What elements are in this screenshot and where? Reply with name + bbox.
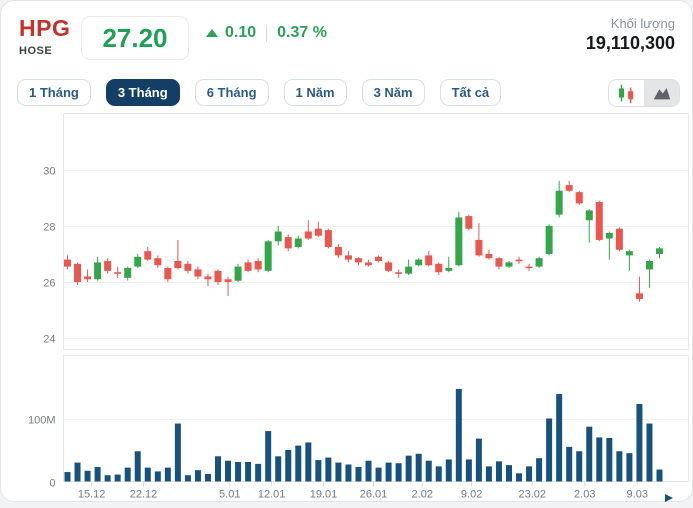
svg-text:9.02: 9.02 [461,489,482,501]
svg-text:2.03: 2.03 [574,489,595,501]
exchange-label: HOSE [19,45,52,57]
svg-text:2.02: 2.02 [412,489,433,501]
volume-block: Khối lượng 19,110,300 [586,16,675,54]
chart-type-area-button[interactable] [644,80,679,106]
chart-type-candlestick-button[interactable] [609,80,644,106]
range-tabs: 1 Tháng 3 Tháng 6 Tháng 1 Năm 3 Năm Tất cả [17,79,501,106]
svg-text:12.01: 12.01 [258,489,286,501]
candlestick-plot [64,181,663,302]
change-divider [266,25,267,42]
volume-value: 19,110,300 [586,33,675,54]
range-tab-1[interactable]: 1 Tháng [17,79,91,106]
current-price: 27.20 [102,23,167,54]
area-chart-icon [651,82,673,104]
range-tab-2[interactable]: 3 Tháng [106,79,180,106]
price-change-row: 0.10 0.37 % [206,22,327,44]
svg-text:28: 28 [43,222,55,234]
svg-text:5.01: 5.01 [219,489,240,501]
volume-plot [65,389,663,482]
range-tab-5[interactable]: 3 Năm [362,79,425,106]
up-arrow-icon [206,29,218,37]
scroll-right-indicator[interactable] [665,494,673,502]
stock-chart-svg: 24 26 28 30 0 100M 15.12 22.12 5.01 12.01 19.01 26.… [1,106,693,503]
chart-type-toggle [608,79,680,107]
svg-text:26.01: 26.01 [360,489,388,501]
range-tab-4[interactable]: 1 Năm [284,79,347,106]
svg-text:15.12: 15.12 [78,489,106,501]
ticker-symbol: HPG [19,15,70,42]
svg-text:100M: 100M [28,415,56,427]
svg-text:26: 26 [43,278,55,290]
svg-text:23.02: 23.02 [518,489,546,501]
volume-panel-border [64,356,689,482]
svg-text:19.01: 19.01 [310,489,338,501]
chart-gridlines [64,114,689,487]
current-price-box: 27.20 [81,16,189,60]
svg-text:30: 30 [43,166,55,178]
price-panel-border [64,114,689,350]
price-change-value: 0.10 [225,24,256,42]
range-tab-3[interactable]: 6 Tháng [195,79,269,106]
chart-area[interactable]: 24 26 28 30 0 100M 15.12 22.12 5.01 12.01 19.01 26.… [1,106,693,503]
svg-text:24: 24 [43,334,55,346]
svg-text:0: 0 [49,478,55,490]
chart-axis-labels: 24 26 28 30 0 100M 15.12 22.12 5.01 12.01 19.01 26.… [28,166,648,501]
candlestick-icon [616,82,638,104]
range-tab-6[interactable]: Tất cả [440,79,502,106]
svg-text:9.03: 9.03 [627,489,648,501]
volume-label: Khối lượng [586,16,675,31]
svg-text:22.12: 22.12 [130,489,158,501]
price-change-percent: 0.37 % [277,24,327,42]
